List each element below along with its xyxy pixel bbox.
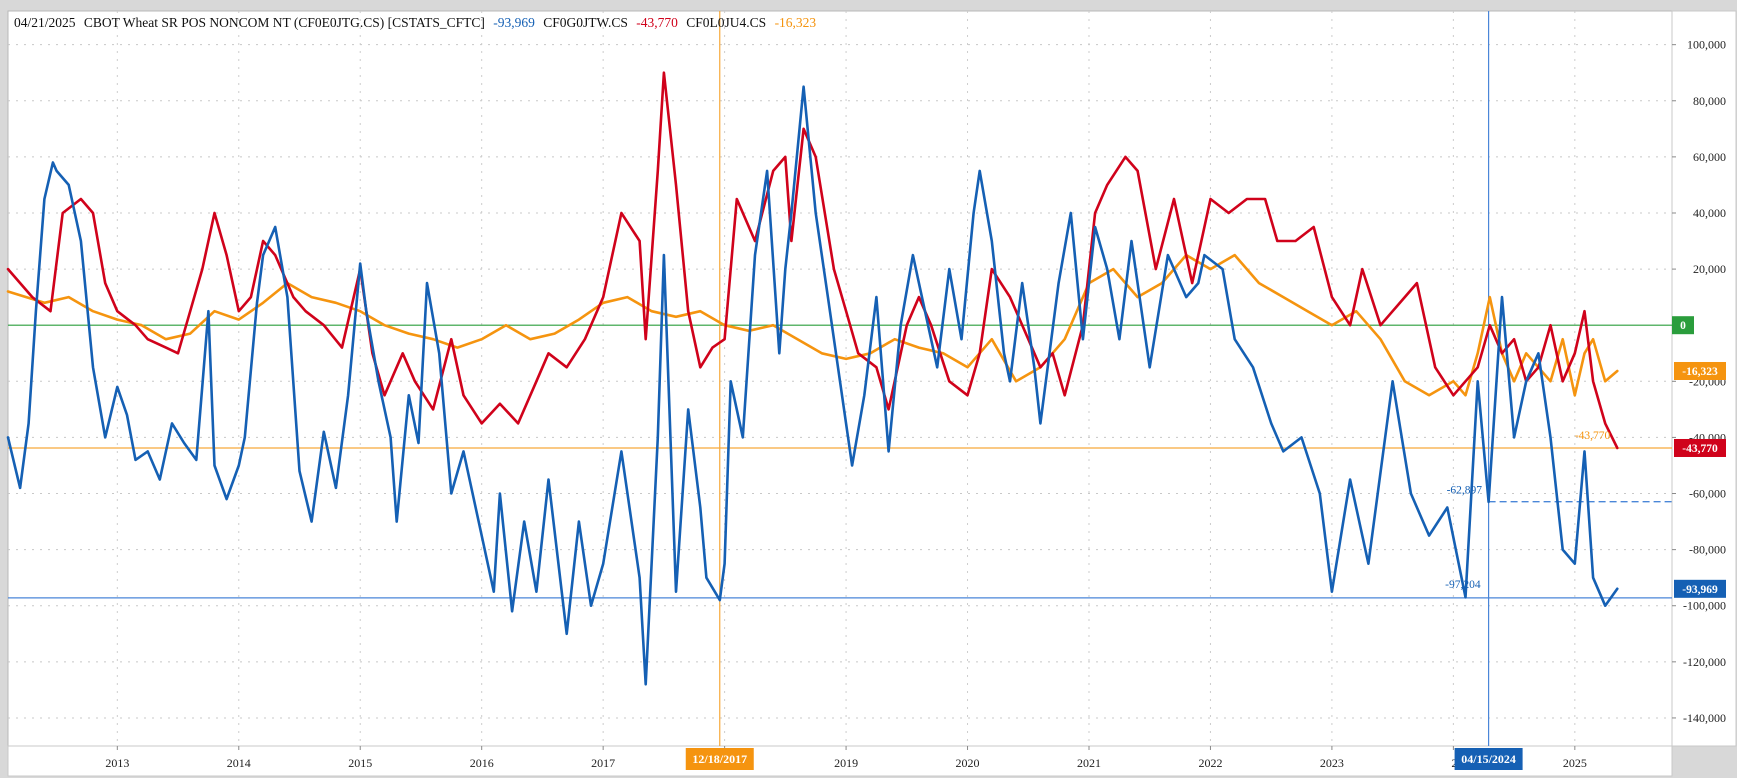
price-tag-bg [1672, 316, 1694, 335]
mid-value-annotation: -62,897 [1447, 485, 1483, 497]
x-tick-label: 2015 [348, 756, 372, 770]
x-axis-panel[interactable] [7, 745, 1673, 777]
series-line-cf0e0jtg-cs[interactable] [6, 85, 1619, 686]
x-tick-label: 2014 [227, 756, 251, 770]
price-tag-label: -43,770 [1682, 443, 1718, 455]
low-value-annotation: -97,204 [1445, 579, 1481, 591]
price-tag-bg [1674, 361, 1726, 380]
header-series1-value: -93,969 [493, 15, 535, 30]
chart-header: 04/21/2025 CBOT Wheat SR POS NONCOM NT (… [14, 15, 816, 30]
x-tick-label: 2021 [1077, 756, 1101, 770]
y-tick-label: -80,000 [1689, 543, 1726, 557]
x-tick-label: 2020 [956, 756, 980, 770]
price-tag-label: -93,969 [1682, 584, 1718, 596]
y-tick-label: 20,000 [1693, 262, 1726, 276]
price-tag-bg [1674, 579, 1726, 598]
y-axis: 100,00080,00060,00040,00020,000-20,000-4… [1672, 38, 1726, 725]
header-date: 04/21/2025 [14, 15, 76, 30]
cursor-date-orange[interactable]: 12/18/2017 [692, 752, 747, 766]
y-tick-label: -120,000 [1683, 655, 1726, 669]
x-tick-label: 2017 [591, 756, 615, 770]
cursor-date-blue-bg [1454, 748, 1523, 770]
y-tick-label: 40,000 [1693, 206, 1726, 220]
header-series2-name[interactable]: CF0G0JTW.CS [543, 15, 628, 30]
y-tick-label: 80,000 [1693, 94, 1726, 108]
header-series2-value: -43,770 [636, 15, 678, 30]
series-line-cf0l0ju4-cs[interactable] [6, 253, 1619, 397]
series-layer [6, 71, 1619, 686]
annotations: -97,204 -62,897 -43,770 [1445, 430, 1610, 591]
x-axis: 2013 2014 2015 2016 2017 2019 2020 2021 2022 2023… [105, 746, 1587, 770]
reference-lines [8, 11, 1672, 746]
x-tick-label: 2019 [834, 756, 858, 770]
y-tick-label: 100,000 [1687, 38, 1726, 52]
x-tick-label: 2022 [1198, 756, 1222, 770]
header-series3-value: -16,323 [775, 15, 817, 30]
x-tick-label: 2025 [1563, 756, 1587, 770]
y-tick-label: -140,000 [1683, 711, 1726, 725]
y-tick-label: -60,000 [1689, 487, 1726, 501]
y-tick-label: 60,000 [1693, 150, 1726, 164]
x-tick-label: 2013 [105, 756, 129, 770]
price-tags: 0 -16,323 -43,770 -93,969 [1672, 316, 1726, 598]
price-tag-label: -16,323 [1682, 366, 1718, 378]
x-tick-label: 2016 [470, 756, 494, 770]
orange-value-annotation: -43,770 [1575, 430, 1611, 442]
y-tick-label: -100,000 [1683, 599, 1726, 613]
header-series3-name[interactable]: CF0L0JU4.CS [686, 15, 766, 30]
cursor-date-blue[interactable]: 04/15/2024 [1461, 752, 1516, 766]
cursor-date-orange-bg [685, 748, 754, 770]
price-tag-label: 0 [1680, 320, 1686, 332]
price-tag-bg [1674, 438, 1726, 457]
x-tick-label: 2023 [1320, 756, 1344, 770]
header-series1-name[interactable]: CBOT Wheat SR POS NONCOM NT (CF0E0JTG.CS… [84, 15, 485, 30]
